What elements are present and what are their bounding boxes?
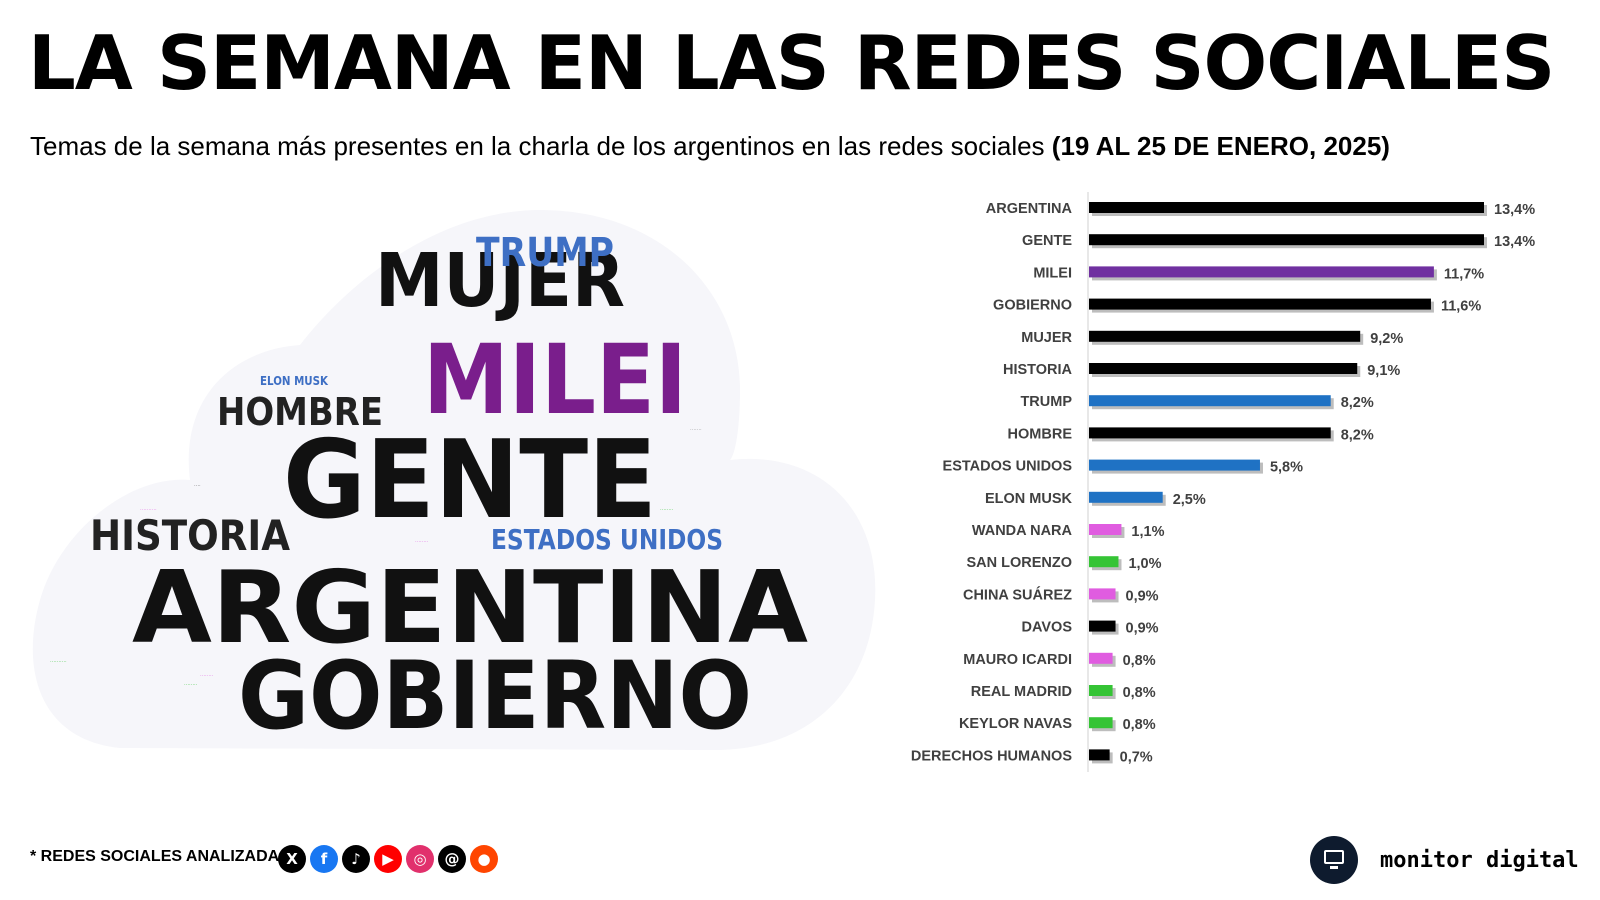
- bar-value-label: 0,8%: [1123, 685, 1156, 701]
- bar-value-label: 13,4%: [1494, 234, 1535, 250]
- x-icon: X: [278, 845, 306, 873]
- bar: [1089, 556, 1119, 568]
- monitor-icon: [1310, 836, 1358, 884]
- reddit-icon: ●: [470, 845, 498, 873]
- bar-category-label: REAL MADRID: [971, 684, 1072, 700]
- cloud-word: MILEI: [423, 324, 687, 436]
- cloud-word: HISTORIA: [90, 511, 290, 560]
- bar-value-label: 2,5%: [1173, 492, 1206, 508]
- threads-icon: @: [438, 845, 466, 873]
- bar-value-label: 0,7%: [1120, 749, 1153, 765]
- bar-category-label: CHINA SUÁREZ: [963, 586, 1072, 603]
- bar: [1089, 685, 1113, 696]
- bar-value-label: 11,7%: [1444, 266, 1484, 282]
- instagram-icon: ◎: [406, 845, 434, 873]
- bar-category-label: MAURO ICARDI: [963, 652, 1072, 668]
- bar: [1089, 459, 1260, 471]
- bar: [1089, 298, 1431, 310]
- cloud-word: ESTADOS UNIDOS: [491, 523, 723, 556]
- bar-category-label: KEYLOR NAVAS: [959, 716, 1072, 732]
- bar: [1089, 330, 1361, 342]
- page-subtitle: Temas de la semana más presentes en la c…: [30, 131, 1390, 162]
- bar: [1089, 620, 1116, 632]
- bar: [1089, 491, 1163, 503]
- bar-value-label: 11,6%: [1441, 299, 1481, 315]
- bar-category-label: ARGENTINA: [986, 201, 1073, 217]
- cloud-word: TRUMP: [476, 230, 614, 276]
- bar-category-label: ESTADOS UNIDOS: [943, 459, 1073, 475]
- bar-category-label: ELON MUSK: [985, 491, 1073, 507]
- bar-category-label: HOMBRE: [1008, 426, 1073, 442]
- bar-chart: ARGENTINA 13,4% GENTE 13,4% MILEI 11,7% GOBIER…: [911, 192, 1535, 772]
- tiny-word: ·······: [690, 427, 702, 433]
- bar-value-label: 8,2%: [1341, 395, 1374, 411]
- tiny-word: ··········: [140, 507, 157, 513]
- bar-value-label: 1,0%: [1128, 556, 1161, 572]
- bar-value-label: 9,1%: [1367, 363, 1400, 379]
- cloud-word: HOMBRE: [217, 390, 383, 434]
- bar-value-label: 0,9%: [1126, 588, 1159, 604]
- brand-name: monitor digital: [1380, 847, 1579, 873]
- bar: [1089, 363, 1358, 374]
- bar-value-label: 8,2%: [1341, 427, 1374, 443]
- bar-category-label: HISTORIA: [1003, 362, 1073, 378]
- bar-value-label: 0,9%: [1126, 621, 1159, 637]
- tiny-word: ········: [415, 539, 429, 545]
- bar: [1089, 395, 1331, 407]
- page-title: LA SEMANA EN LAS REDES SOCIALES: [28, 19, 1555, 107]
- bars: ARGENTINA 13,4% GENTE 13,4% MILEI 11,7% GOBIER…: [911, 201, 1535, 765]
- bar: [1089, 652, 1113, 664]
- bar-category-label: WANDA NARA: [972, 523, 1073, 539]
- bar-category-label: GENTE: [1022, 233, 1072, 249]
- tiktok-icon: ♪: [342, 845, 370, 873]
- bar-category-label: DAVOS: [1022, 620, 1073, 636]
- bar-value-label: 9,2%: [1370, 331, 1403, 347]
- tiny-word: ········: [200, 673, 214, 679]
- bar: [1089, 427, 1331, 439]
- bar: [1089, 266, 1434, 278]
- bar-category-label: SAN LORENZO: [966, 555, 1072, 571]
- brand: monitor digital: [1310, 836, 1579, 884]
- cloud-shape: [32, 210, 876, 750]
- tiny-word: ····: [194, 483, 201, 489]
- bar: [1089, 749, 1110, 761]
- bar-category-label: MILEI: [1033, 265, 1072, 281]
- youtube-icon: ▶: [374, 845, 402, 873]
- subtitle-text: Temas de la semana más presentes en la c…: [30, 131, 1045, 161]
- bar-category-label: TRUMP: [1020, 394, 1072, 410]
- facebook-icon: f: [310, 845, 338, 873]
- bar-value-label: 13,4%: [1494, 202, 1535, 218]
- bar: [1089, 588, 1116, 600]
- bar-value-label: 5,8%: [1270, 460, 1303, 476]
- footer-label: * REDES SOCIALES ANALIZADAS: [30, 848, 290, 865]
- bar-value-label: 1,1%: [1131, 524, 1164, 540]
- bar-category-label: MUJER: [1021, 330, 1072, 346]
- cloud-word: MUJER: [375, 238, 625, 324]
- subtitle-period: (19 AL 25 DE ENERO, 2025): [1051, 131, 1390, 161]
- tiny-word: ········: [184, 682, 198, 688]
- bar: [1089, 524, 1122, 535]
- bar-value-label: 0,8%: [1123, 653, 1156, 669]
- cloud-word: ARGENTINA: [132, 549, 808, 666]
- bar-category-label: DERECHOS HUMANOS: [911, 748, 1072, 764]
- bar: [1089, 717, 1113, 729]
- tiny-word: ··········: [50, 659, 67, 665]
- bar-category-label: GOBIERNO: [993, 298, 1072, 314]
- bar: [1089, 202, 1484, 213]
- tiny-words: ······· ···· ·········· ········ ·······…: [50, 427, 702, 688]
- cloud-word: GOBIERNO: [238, 642, 752, 751]
- cloud-word: GENTE: [283, 418, 657, 543]
- bar-value-label: 0,8%: [1123, 717, 1156, 733]
- bar: [1089, 234, 1484, 246]
- cloud-word: ELON MUSK: [260, 374, 329, 388]
- tiny-word: ········: [660, 507, 674, 513]
